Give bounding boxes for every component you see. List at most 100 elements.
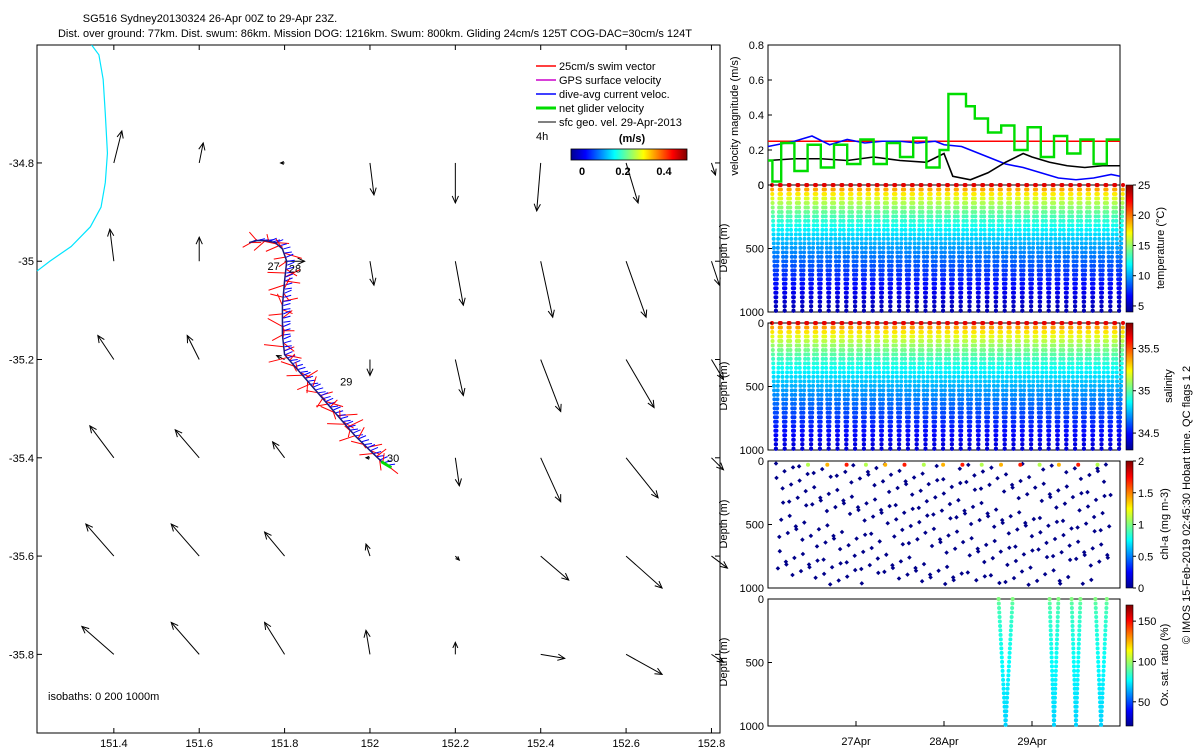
p2-dive-25-down-12 [991,236,996,241]
p3-dive-36-down-17 [1089,397,1094,402]
p2-dive-0-up-27 [774,304,779,309]
p2-dive-16-up-23 [915,286,920,291]
p3-dive-1-down-4 [779,338,784,343]
p2-dive-10-down-9 [859,223,864,228]
p2-dive-10-up-22 [862,281,867,286]
p3-dive-12-down-13 [877,379,882,384]
p2-dive-10-down-10 [859,227,864,232]
p2-dive-38-up-22 [1109,281,1114,286]
p3-dive-9-up-27 [853,442,858,447]
p3-dive-3-up-14 [802,383,807,388]
p3-dive-2-down-7 [788,352,793,357]
p2-dive-6-down-13 [824,241,829,246]
p3-dive-11-down-16 [869,392,874,397]
p3-dive-26-down-3 [999,334,1004,339]
p3-dive-39-down-9 [1114,361,1119,366]
p3-dive-39-up-22 [1117,419,1122,424]
p3-dive-7-up-18 [836,401,841,406]
p2-dive-18-up-21 [933,277,938,282]
p2-dive-37-up-25 [1099,295,1104,300]
p2-dive-12-down-8 [876,218,881,223]
p2-dive-22-up-10 [970,227,975,232]
p3-dive-4-up-23 [809,424,814,429]
p2-dive-0-down-3 [770,196,775,201]
p3-dive-20-up-19 [951,406,956,411]
p2-dive-2-up-25 [791,295,796,300]
p3-dive-2-up-26 [791,437,796,442]
p2-dive-3-down-15 [798,250,803,255]
p3-dive-25-down-8 [991,356,996,361]
p3-dive-8-up-26 [844,437,849,442]
p3-dive-35-up-9 [1084,361,1089,366]
p3-dive-3-up-11 [802,370,807,375]
p3-dive-31-up-28 [1046,446,1051,451]
p3-dive-29-up-10 [1031,365,1036,370]
p2-dive-24-up-11 [987,232,992,237]
p3-dive-16-up-23 [915,424,920,429]
p2-dive-18-down-3 [928,196,933,201]
p2-dive-38-down-18 [1106,263,1111,268]
p3-dive-18-down-11 [929,370,934,375]
p2-dive-35-up-18 [1083,263,1088,268]
p3-dive-11-down-12 [868,374,873,379]
p2-dive-26-down-17 [1001,259,1006,264]
p2-dive-33-up-15 [1066,250,1071,255]
p3-dive-27-down-14 [1009,383,1014,388]
p3-dive-30-down-18 [1036,401,1041,406]
p3-dive-2-up-22 [792,419,797,424]
p3-dive-25-down-9 [991,361,996,366]
p2-dive-33-up-7 [1067,214,1072,219]
p3-dive-3-up-10 [802,365,807,370]
p3-dive-10-down-16 [860,392,865,397]
p3-dive-12-down-12 [877,374,882,379]
p2-dive-37-up-24 [1100,290,1105,295]
p2-dive-5-down-4 [814,200,819,205]
p2-dive-3-down-7 [797,214,802,219]
p2-dive-21-down-18 [957,263,962,268]
p3-dive-12-up-26 [879,437,884,442]
p3-dive-9-down-18 [851,401,856,406]
p3-dive-14-down-7 [894,352,899,357]
p2-dive-23-up-16 [977,254,982,259]
p3-dive-35-down-11 [1079,370,1084,375]
p3-dive-16-up-14 [916,383,921,388]
p3-dive-11-down-3 [867,334,872,339]
p3-dive-4-down-0 [805,321,810,325]
p2-dive-38-down-2 [1104,191,1109,196]
p2-dive-27-up-10 [1014,227,1019,232]
p2-dive-9-down-16 [851,254,856,259]
p2-dive-32-up-21 [1056,277,1061,282]
p3-dive-32-down-9 [1052,361,1057,366]
p3-dive-17-down-16 [921,392,926,397]
p3-dive-24-down-8 [982,356,987,361]
p2-dive-31-up-27 [1046,304,1051,309]
p3-dive-12-up-22 [880,419,885,424]
p2-dive-14-down-2 [893,191,898,196]
p2-dive-18-down-17 [930,259,935,264]
p3-dive-28-down-15 [1018,388,1023,393]
p3-dive-29-down-15 [1027,388,1032,393]
p2-dive-33-down-1 [1060,187,1065,192]
p3-dive-20-up-26 [950,437,955,442]
dac-vector-47 [283,299,291,302]
p2-dive-35-up-21 [1082,277,1087,282]
p2-dive-13-down-16 [886,254,891,259]
p2-dive-39-up-6 [1120,209,1125,214]
p2-dive-32-up-10 [1058,227,1063,232]
p3-dive-29-up-24 [1029,428,1034,433]
p2-dive-39-down-1 [1113,187,1118,192]
p3-dive-5-down-18 [816,401,821,406]
current-vector-8 [109,229,115,262]
p2-dive-9-up-7 [856,214,861,219]
p3-dive-31-down-13 [1044,379,1049,384]
p3-dive-11-up-25 [871,433,876,438]
p3-dive-7-up-20 [836,410,841,415]
p2-dive-0-up-22 [774,281,779,286]
p3-dive-36-down-15 [1088,388,1093,393]
p2-dive-24-down-0 [981,183,986,187]
legend-extra-4h: 4h [536,131,548,143]
p2-dive-22-down-4 [964,200,969,205]
p3-dive-38-up-25 [1108,433,1113,438]
p2-dive-14-up-10 [899,227,904,232]
p3-dive-26-up-17 [1004,397,1009,402]
